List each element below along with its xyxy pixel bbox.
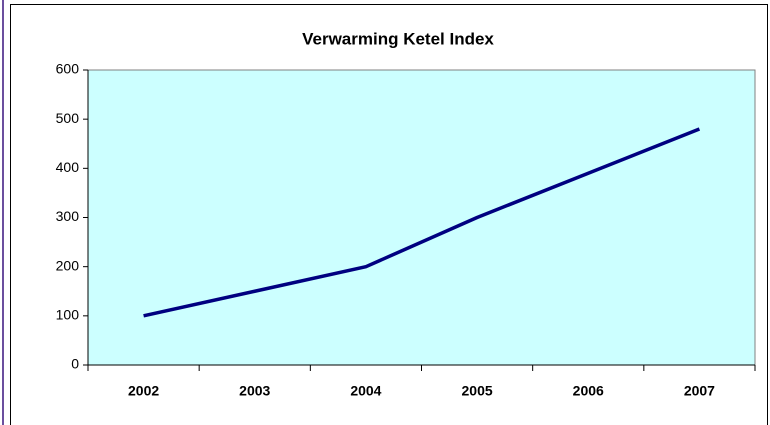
x-tick-label: 2005 — [462, 383, 493, 399]
chart-title: Verwarming Ketel Index — [302, 29, 494, 48]
x-tick-label: 2004 — [350, 383, 381, 399]
y-tick-label: 600 — [56, 61, 80, 77]
x-tick-label: 2007 — [684, 383, 715, 399]
x-tick-label: 2006 — [573, 383, 604, 399]
y-tick-label: 400 — [56, 159, 80, 175]
x-tick-label: 2003 — [239, 383, 270, 399]
y-tick-label: 500 — [56, 110, 80, 126]
y-tick-label: 0 — [71, 356, 79, 372]
x-tick-label: 2002 — [128, 383, 159, 399]
plot-area — [87, 69, 756, 366]
y-tick-label: 300 — [56, 208, 80, 224]
y-tick-label: 200 — [56, 257, 80, 273]
line — [143, 127, 701, 318]
y-tick-label: 100 — [56, 307, 80, 323]
